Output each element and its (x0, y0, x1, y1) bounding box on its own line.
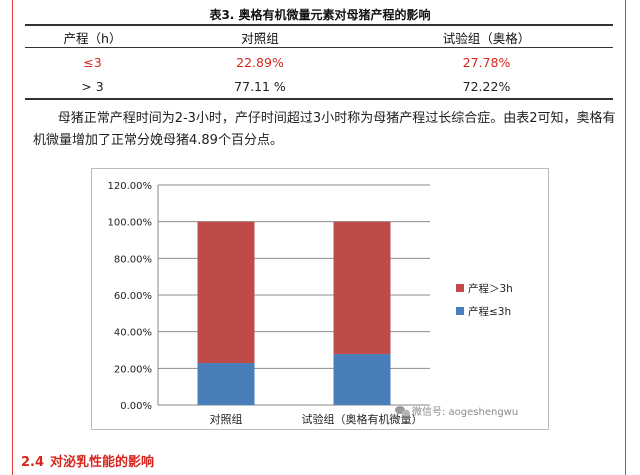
legend-label: 产程≤3h (468, 305, 511, 318)
x-tick-label: 对照组 (210, 412, 243, 426)
bar-segment (197, 221, 255, 364)
table-header-control: 对照组 (241, 31, 279, 46)
y-tick-label: 100.00% (108, 218, 153, 229)
y-tick-label: 40.00% (114, 328, 152, 339)
y-tick-label: 0.00% (120, 401, 152, 412)
section-number: 2.4 (21, 455, 45, 470)
y-tick-label: 20.00% (114, 364, 152, 375)
y-tick-label: 120.00% (108, 181, 153, 192)
table-title: 表3. 奥格有机微量元素对母猪产程的影响 (209, 8, 431, 22)
table-row1-test: 27.78% (462, 55, 511, 70)
stacked-bar-chart: 0.00% 20.00% 40.00% 60.00% 80.00% 100.00% 120.… (108, 181, 519, 426)
bar-segment (333, 354, 391, 405)
legend-swatch (456, 284, 464, 292)
table-row1-label: ≤3 (83, 55, 102, 70)
legend-swatch (456, 307, 464, 315)
body-paragraph: 母猪正常产程时间为2-3小时，产仔时间超过3小时称为母猪产程过长综合症。由表2可… (33, 111, 616, 148)
table-row1-control: 22.89% (236, 55, 284, 70)
wechat-icon (395, 406, 410, 417)
table-header-duration: 产程（h） (63, 31, 122, 46)
section-heading: 2.4 对泌乳性能的影响 (21, 451, 154, 470)
y-tick-label: 80.00% (114, 254, 152, 265)
table-top-rule (25, 24, 613, 26)
page-frame (12, 0, 626, 475)
legend-label: 产程＞3h (468, 282, 513, 295)
watermark: 微信号: aogeshengwu (395, 405, 518, 418)
section-title: 对泌乳性能的影响 (50, 455, 155, 470)
chart-container: 0.00% 20.00% 40.00% 60.00% 80.00% 100.00% 120.… (91, 168, 549, 430)
x-tick-label: 试验组（奥格有机微量） (302, 412, 423, 426)
bar-segment (197, 363, 255, 405)
table-header-test: 试验组（奥格） (442, 31, 531, 46)
table-row2-label: > 3 (81, 79, 104, 94)
y-tick-label: 60.00% (114, 291, 152, 302)
watermark-text: 微信号: aogeshengwu (412, 405, 518, 418)
table-header-rule (25, 47, 613, 48)
table-row2-test: 72.22% (462, 79, 511, 94)
table-bottom-rule (25, 98, 613, 100)
table-row2-control: 77.11 % (234, 79, 286, 94)
bar-segment (333, 221, 391, 355)
